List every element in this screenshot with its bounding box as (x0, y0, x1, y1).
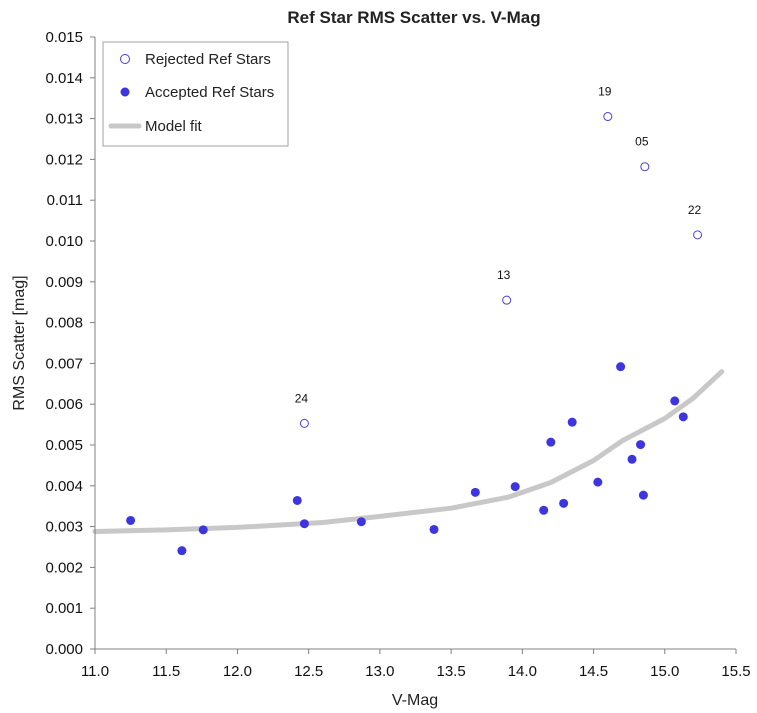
y-tick-label: 0.000 (45, 641, 83, 658)
y-tick-label: 0.006 (45, 396, 83, 413)
point-label-background (591, 74, 624, 101)
y-tick-label: 0.010 (45, 233, 83, 250)
legend-rejected-label: Rejected Ref Stars (145, 51, 271, 68)
y-tick-label: 0.005 (45, 437, 83, 454)
accepted-ref-star-point (546, 437, 556, 447)
accepted-ref-star-point (299, 519, 309, 529)
accepted-ref-star-point (636, 440, 646, 450)
accepted-ref-star-point (670, 396, 680, 406)
x-tick-label: 15.5 (721, 663, 750, 680)
legend-accepted-marker (120, 87, 130, 97)
point-label-background (490, 258, 523, 285)
rejected-ref-star-point (299, 418, 309, 428)
accepted-ref-star-point (292, 495, 302, 505)
x-tick-label: 11.0 (81, 663, 109, 680)
rejected-point-label: 05 (635, 135, 649, 149)
legend-box (102, 41, 289, 147)
y-axis-label: RMS Scatter [mag] (11, 275, 28, 410)
x-tick-label: 12.5 (294, 663, 323, 680)
y-tick-label: 0.004 (45, 478, 83, 495)
accepted-ref-star-point (559, 498, 569, 508)
model-fit-line (92, 369, 725, 534)
rejected-point-label: 22 (688, 203, 702, 217)
accepted-ref-star-point (510, 482, 520, 492)
y-tick-label: 0.015 (45, 29, 83, 46)
model-fit-layer (92, 369, 725, 534)
y-tick-labels: 0.000 0.001 0.002 0.003 0.004 0.005 0.006 0.007… (45, 29, 95, 658)
chart-title: Ref Star RMS Scatter vs. V-Mag (287, 8, 540, 27)
rejected-point-label: 19 (598, 85, 612, 99)
x-axis-label: V-Mag (392, 692, 438, 709)
rejected-ref-star-point (603, 112, 613, 122)
rejected-ref-star-point (502, 295, 512, 305)
accepted-ref-star-point (638, 490, 648, 500)
point-label-background (288, 381, 321, 408)
points-layer (126, 112, 703, 556)
accepted-ref-star-point (627, 454, 637, 464)
accepted-ref-star-point (678, 412, 688, 422)
accepted-ref-star-point (616, 362, 626, 372)
point-label-background (681, 192, 714, 219)
y-tick-label: 0.007 (45, 355, 83, 372)
x-tick-labels: 11.0 11.5 12.0 12.5 13.0 13.5 14.0 14.5 15.0 15.5 (81, 649, 751, 680)
legend: Rejected Ref Stars Accepted Ref Stars Mo… (102, 41, 289, 147)
y-tick-label: 0.014 (45, 70, 83, 87)
x-tick-label: 13.5 (437, 663, 466, 680)
accepted-ref-star-point (177, 546, 187, 556)
x-tick-label: 15.0 (650, 663, 679, 680)
accepted-ref-star-point (567, 417, 577, 427)
y-tick-label: 0.003 (45, 519, 83, 536)
y-tick-label: 0.013 (45, 111, 83, 128)
accepted-ref-star-point (470, 487, 480, 497)
x-tick-label: 11.5 (152, 663, 180, 680)
legend-rejected-marker (120, 54, 130, 64)
accepted-ref-star-point (126, 515, 136, 525)
rejected-point-label: 13 (497, 268, 511, 282)
accepted-ref-star-point (429, 524, 439, 534)
rejected-point-label: 24 (295, 391, 309, 405)
x-tick-label: 14.5 (579, 663, 608, 680)
accepted-ref-star-point (539, 505, 549, 515)
axes (94, 37, 736, 650)
y-tick-label: 0.001 (45, 600, 83, 617)
annotation-layer: 24 13 19 05 22 (288, 74, 714, 408)
point-label-background (628, 124, 661, 151)
legend-model-label: Model fit (145, 118, 203, 135)
accepted-ref-star-point (593, 477, 603, 487)
rejected-ref-star-point (640, 162, 650, 172)
y-tick-label: 0.002 (45, 559, 83, 576)
y-tick-label: 0.012 (45, 151, 83, 168)
x-tick-label: 12.0 (223, 663, 252, 680)
y-tick-label: 0.008 (45, 315, 83, 332)
y-tick-label: 0.011 (47, 192, 83, 209)
rejected-ref-star-point (693, 230, 703, 240)
accepted-ref-star-point (356, 517, 366, 527)
x-tick-label: 14.0 (508, 663, 537, 680)
accepted-ref-star-point (198, 525, 208, 535)
x-tick-label: 13.0 (365, 663, 394, 680)
y-tick-label: 0.009 (45, 274, 83, 291)
legend-accepted-label: Accepted Ref Stars (145, 84, 274, 101)
